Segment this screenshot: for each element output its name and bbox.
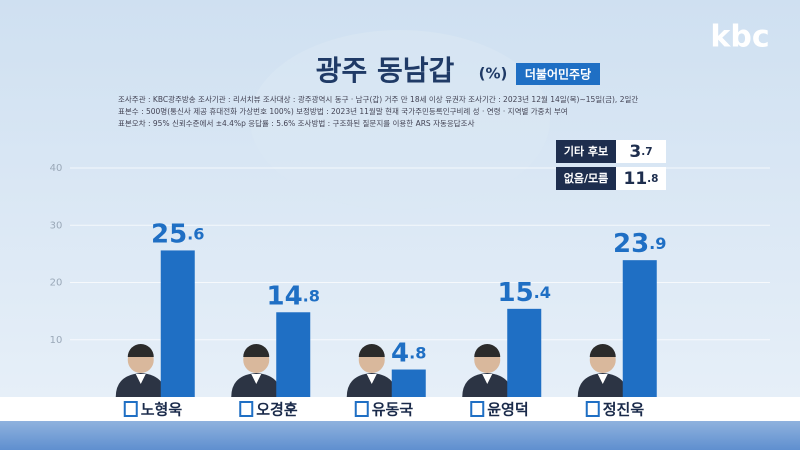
- other-label-box: [556, 140, 616, 163]
- candidate-photo: [231, 344, 282, 397]
- value-label: 15.4: [497, 277, 551, 307]
- photo-shirt: [482, 374, 493, 384]
- survey-note: 표본수 : 500명(통신사 제공 휴대전화 가상번호 100%) 보정방법 :…: [118, 106, 568, 116]
- survey-note: 조사주관 : KBC광주방송 조사기관 : 리서치뷰 조사대상 : 광주광역시 …: [118, 94, 638, 104]
- photo-shirt: [597, 374, 608, 384]
- y-tick-label: 30: [50, 220, 63, 231]
- other-label: 없음/모름: [564, 172, 609, 185]
- value-int: 25: [151, 219, 187, 249]
- value-dec: .7: [641, 146, 652, 158]
- name-icon: [239, 401, 254, 417]
- photo-body: [346, 373, 397, 397]
- x-tick-label: 노형욱: [141, 401, 183, 419]
- other-label-box: [556, 167, 616, 190]
- dome: [250, 30, 550, 210]
- photo-hair: [243, 344, 270, 357]
- name-icon: [354, 401, 369, 417]
- photo-hair: [474, 344, 501, 357]
- name-icon: [123, 401, 138, 417]
- footer: [0, 421, 800, 450]
- photo-body: [462, 373, 513, 397]
- value-dec: .9: [649, 234, 666, 253]
- value-dec: .6: [187, 224, 204, 243]
- value-int: 15: [497, 277, 533, 307]
- y-tick-label: 20: [50, 278, 63, 289]
- value-int: 11: [623, 169, 647, 189]
- photo-hair: [358, 344, 385, 357]
- value-int: 4: [391, 338, 409, 368]
- value-int: 14: [266, 281, 302, 311]
- value-label: 25.6: [151, 219, 205, 249]
- other-value-box: [616, 167, 666, 190]
- x-tick-label: 윤영덕: [487, 401, 528, 419]
- photo-body: [231, 373, 282, 397]
- other-value-box: [616, 140, 666, 163]
- photo-hair: [589, 344, 616, 357]
- photo-body: [577, 373, 628, 397]
- photo-hair: [127, 344, 154, 357]
- value-label: 4.8: [391, 338, 426, 368]
- photo-shirt: [251, 374, 262, 384]
- unit: (%): [479, 65, 508, 83]
- value-label: 14.8: [266, 281, 320, 311]
- chart-title: 광주 동남갑: [316, 54, 455, 87]
- party: 더불어민주당: [525, 67, 591, 82]
- logo: kbc: [710, 20, 769, 55]
- survey-note: 표본오차 : 95% 신뢰수준에서 ±4.4%p 응답률 : 5.6% 조사방법…: [118, 118, 475, 128]
- photo-shirt: [366, 374, 377, 384]
- y-tick-label: 10: [50, 335, 63, 346]
- candidate-photo: [115, 344, 166, 397]
- other-value: 11.8: [623, 169, 658, 189]
- name-icon: [470, 401, 485, 417]
- value-int: 3: [629, 142, 641, 162]
- bar: [507, 308, 542, 397]
- x-tick-label: 유동국: [372, 401, 414, 419]
- value-dec: .4: [534, 282, 551, 301]
- value-dec: .8: [409, 343, 426, 362]
- other-label: 기타 후보: [564, 144, 608, 158]
- bar: [160, 250, 195, 397]
- photo-shirt: [135, 374, 146, 384]
- candidate-photo: [346, 344, 397, 397]
- value-dec: .8: [647, 173, 658, 185]
- name-icon: [585, 401, 600, 417]
- x-tick-label: 정진욱: [603, 401, 645, 419]
- value-dec: .8: [303, 286, 320, 305]
- bar: [622, 260, 657, 397]
- x-tick-label: 오경훈: [256, 401, 298, 419]
- candidate-photo: [577, 344, 628, 397]
- other-value: 3.7: [629, 142, 652, 162]
- party-tag: [516, 63, 600, 85]
- y-tick-label: 40: [50, 163, 63, 174]
- candidate-photo: [462, 344, 513, 397]
- value-int: 23: [613, 229, 649, 259]
- photo-body: [115, 373, 166, 397]
- bar: [391, 369, 426, 397]
- bar: [276, 312, 311, 397]
- value-label: 23.9: [613, 229, 667, 259]
